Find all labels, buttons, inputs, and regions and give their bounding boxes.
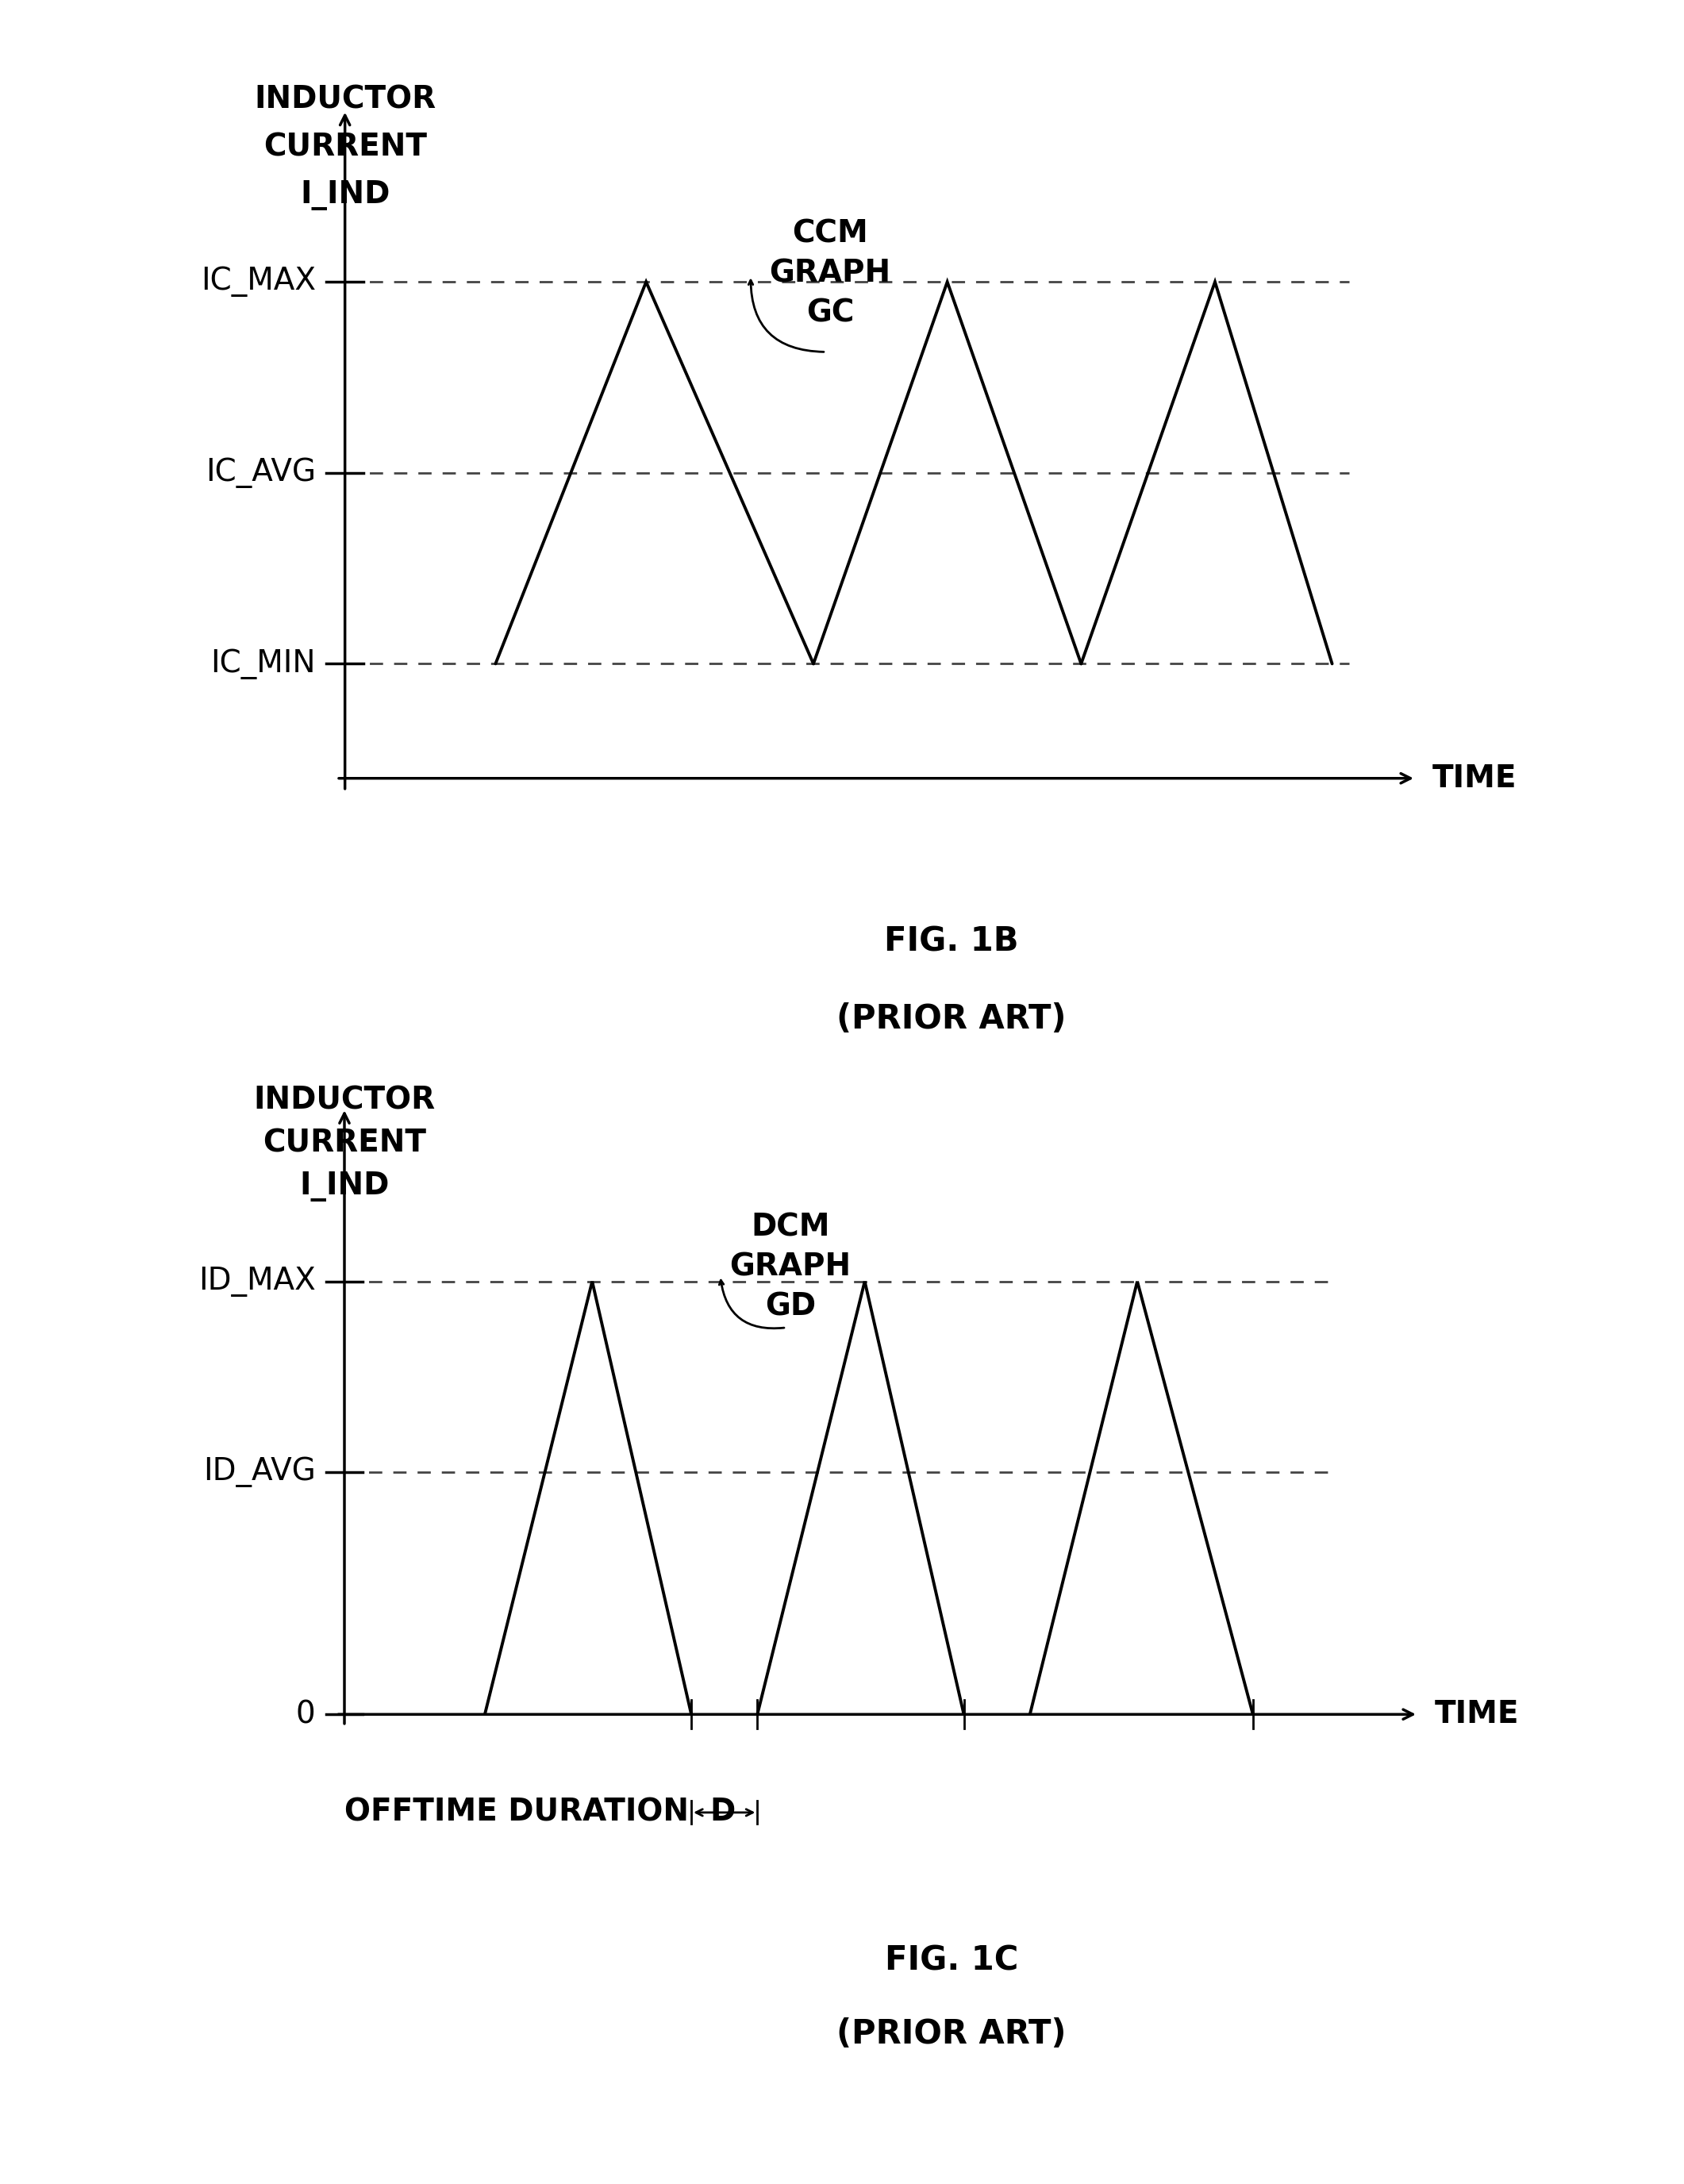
- Text: FIG. 1B: FIG. 1B: [884, 926, 1019, 959]
- Text: I_IND: I_IND: [300, 1171, 389, 1201]
- Text: OFFTIME DURATION  D: OFFTIME DURATION D: [345, 1797, 736, 1828]
- Text: FIG. 1C: FIG. 1C: [884, 1944, 1019, 1977]
- Text: (PRIOR ART): (PRIOR ART): [837, 2018, 1066, 2051]
- Text: (PRIOR ART): (PRIOR ART): [837, 1002, 1066, 1035]
- Text: ID_MAX: ID_MAX: [199, 1267, 315, 1297]
- Text: IC_AVG: IC_AVG: [205, 459, 315, 487]
- Text: CCM
GRAPH
GC: CCM GRAPH GC: [770, 218, 891, 328]
- Text: IC_MIN: IC_MIN: [210, 649, 315, 679]
- Text: I_IND: I_IND: [300, 179, 391, 210]
- Text: CURRENT: CURRENT: [263, 133, 426, 162]
- Text: TIME: TIME: [1435, 1699, 1519, 1730]
- Text: INDUCTOR: INDUCTOR: [254, 85, 436, 116]
- Text: TIME: TIME: [1433, 762, 1517, 793]
- Text: CURRENT: CURRENT: [263, 1129, 426, 1158]
- Text: 0: 0: [296, 1699, 315, 1730]
- Text: IC_MAX: IC_MAX: [200, 266, 315, 297]
- Text: DCM
GRAPH
GD: DCM GRAPH GD: [729, 1212, 850, 1321]
- Text: ID_AVG: ID_AVG: [202, 1457, 315, 1487]
- Text: INDUCTOR: INDUCTOR: [254, 1085, 436, 1116]
